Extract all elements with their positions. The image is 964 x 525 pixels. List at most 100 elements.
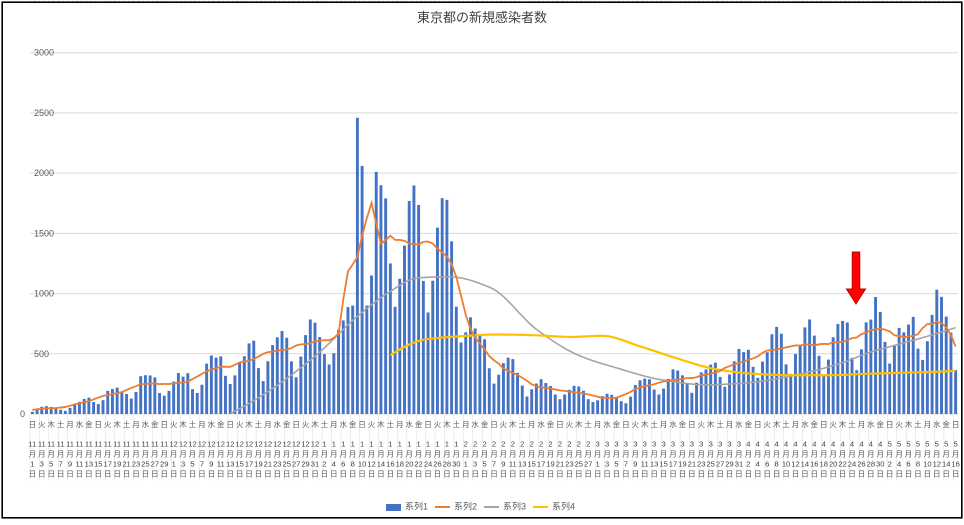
- svg-text:日: 日: [104, 470, 112, 479]
- svg-text:4: 4: [756, 440, 760, 449]
- svg-text:日: 日: [547, 470, 555, 479]
- svg-text:20: 20: [405, 460, 413, 469]
- svg-text:26: 26: [857, 460, 865, 469]
- svg-text:日: 日: [339, 470, 347, 479]
- svg-text:月: 月: [811, 450, 819, 459]
- svg-text:17: 17: [104, 460, 112, 469]
- svg-text:金: 金: [283, 419, 291, 429]
- svg-text:月: 月: [556, 450, 564, 459]
- svg-text:日: 日: [264, 470, 272, 479]
- svg-text:月: 月: [867, 450, 875, 459]
- svg-text:日: 日: [132, 470, 140, 479]
- svg-text:月: 月: [650, 450, 658, 459]
- svg-text:月: 月: [754, 450, 762, 459]
- svg-text:1: 1: [30, 460, 34, 469]
- svg-text:金: 金: [85, 419, 93, 429]
- svg-text:2500: 2500: [34, 108, 54, 118]
- svg-text:11: 11: [38, 440, 46, 449]
- svg-text:12: 12: [245, 440, 253, 449]
- svg-text:月: 月: [829, 450, 837, 459]
- svg-text:月: 月: [415, 450, 423, 459]
- svg-text:月: 月: [933, 450, 941, 459]
- svg-text:日: 日: [292, 470, 300, 479]
- svg-text:8: 8: [916, 460, 920, 469]
- svg-text:日: 日: [358, 470, 366, 479]
- svg-text:日: 日: [424, 470, 432, 479]
- svg-text:1: 1: [172, 460, 176, 469]
- svg-text:7: 7: [624, 460, 628, 469]
- svg-text:月: 月: [66, 420, 74, 429]
- svg-text:23: 23: [565, 460, 573, 469]
- svg-text:水: 水: [801, 419, 809, 429]
- svg-text:火: 火: [170, 420, 178, 429]
- svg-text:月: 月: [471, 450, 479, 459]
- svg-text:15: 15: [235, 460, 243, 469]
- svg-text:月: 月: [773, 450, 781, 459]
- svg-text:月: 月: [264, 420, 272, 429]
- svg-text:日: 日: [443, 470, 451, 479]
- svg-text:日: 日: [236, 470, 244, 479]
- svg-text:日: 日: [95, 470, 103, 479]
- svg-text:11: 11: [217, 460, 225, 469]
- svg-text:土: 土: [518, 419, 526, 429]
- svg-text:金: 金: [811, 419, 819, 429]
- svg-text:17: 17: [669, 460, 677, 469]
- svg-text:5: 5: [954, 440, 958, 449]
- svg-text:土: 土: [584, 419, 592, 429]
- svg-text:7: 7: [200, 460, 204, 469]
- svg-text:月: 月: [697, 450, 705, 459]
- svg-text:月: 月: [226, 450, 234, 459]
- svg-text:系列4: 系列4: [552, 501, 575, 512]
- svg-text:系列1: 系列1: [405, 501, 428, 512]
- svg-text:月: 月: [613, 450, 621, 459]
- svg-text:水: 水: [274, 419, 282, 429]
- svg-text:1: 1: [407, 440, 411, 449]
- svg-text:3: 3: [661, 440, 665, 449]
- svg-text:月: 月: [801, 450, 809, 459]
- svg-text:12: 12: [179, 440, 187, 449]
- svg-text:1: 1: [379, 440, 383, 449]
- svg-text:10: 10: [923, 460, 931, 469]
- svg-text:1: 1: [445, 440, 449, 449]
- svg-text:1: 1: [351, 440, 355, 449]
- svg-text:月: 月: [142, 450, 150, 459]
- svg-text:1: 1: [322, 440, 326, 449]
- svg-text:日: 日: [396, 470, 404, 479]
- svg-text:月: 月: [792, 450, 800, 459]
- svg-text:日: 日: [632, 470, 640, 479]
- svg-text:月: 月: [85, 450, 93, 459]
- svg-text:木: 木: [179, 419, 187, 429]
- svg-text:日: 日: [697, 470, 705, 479]
- svg-text:日: 日: [405, 470, 413, 479]
- svg-text:月: 月: [924, 450, 932, 459]
- svg-text:月: 月: [198, 420, 206, 429]
- svg-text:日: 日: [518, 470, 526, 479]
- svg-text:土: 土: [255, 419, 263, 429]
- svg-text:日: 日: [198, 470, 206, 479]
- svg-text:11: 11: [509, 460, 517, 469]
- svg-text:金: 金: [745, 419, 753, 429]
- svg-text:29: 29: [160, 460, 168, 469]
- svg-text:土: 土: [321, 419, 329, 429]
- svg-text:月: 月: [396, 420, 404, 429]
- svg-text:25: 25: [283, 460, 291, 469]
- svg-text:23: 23: [132, 460, 140, 469]
- svg-text:月: 月: [47, 450, 55, 459]
- svg-text:4: 4: [878, 440, 882, 449]
- svg-text:27: 27: [151, 460, 159, 469]
- svg-text:月: 月: [839, 450, 847, 459]
- svg-text:日: 日: [142, 470, 150, 479]
- svg-text:日: 日: [622, 420, 630, 429]
- svg-text:日: 日: [57, 470, 65, 479]
- svg-text:5: 5: [906, 440, 910, 449]
- svg-text:月: 月: [358, 450, 366, 459]
- svg-text:木: 木: [245, 419, 253, 429]
- svg-text:月: 月: [424, 450, 432, 459]
- svg-text:日: 日: [179, 470, 187, 479]
- svg-text:日: 日: [349, 470, 357, 479]
- svg-text:月: 月: [38, 450, 46, 459]
- svg-text:火: 火: [829, 420, 837, 429]
- svg-text:月: 月: [566, 450, 574, 459]
- svg-text:日: 日: [29, 470, 37, 479]
- svg-text:27: 27: [584, 460, 592, 469]
